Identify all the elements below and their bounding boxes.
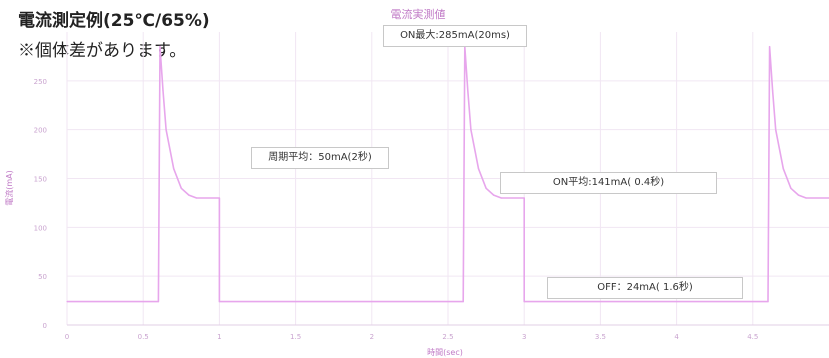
data-point <box>66 300 68 303</box>
x-tick-label: 3.5 <box>595 333 606 341</box>
data-point <box>772 90 774 92</box>
data-point <box>195 197 198 199</box>
x-tick-label: 2.5 <box>442 333 453 341</box>
x-tick-label: 1.5 <box>290 333 301 341</box>
annotation-off: OFF：24mA( 1.6秒) <box>547 277 743 299</box>
data-point <box>493 194 495 196</box>
chart-title: 電流実測値 <box>391 7 446 21</box>
data-point <box>523 197 525 199</box>
data-point <box>477 168 480 170</box>
x-tick-label: 0 <box>65 333 69 341</box>
data-point <box>805 197 807 199</box>
data-point <box>218 300 220 303</box>
y-tick-label: 250 <box>34 78 47 86</box>
data-point <box>188 194 190 196</box>
caption-note: ※個体差があります。 <box>18 41 187 61</box>
data-point <box>467 90 469 92</box>
data-point <box>523 300 525 303</box>
chart-axes: 0 50 100 150 200 250 0 0.5 1 1.5 2 2.5 3 3.5 4 4.5 <box>34 78 829 341</box>
data-point <box>180 187 182 189</box>
chart-grid <box>66 32 829 326</box>
data-point <box>767 300 769 303</box>
x-tick-label: 4.5 <box>747 333 758 341</box>
data-point <box>165 129 167 131</box>
y-tick-label: 50 <box>38 273 47 281</box>
caption-conditions: 電流測定例(25℃/65%) <box>18 11 210 31</box>
x-tick-label: 3 <box>522 333 526 341</box>
x-tick-label: 0.5 <box>138 333 149 341</box>
data-point <box>462 300 464 303</box>
y-tick-label: 0 <box>43 322 47 330</box>
data-point <box>797 194 800 196</box>
data-point <box>162 90 164 92</box>
x-axis-label: 時間(sec) <box>427 348 463 357</box>
data-point <box>768 46 771 48</box>
x-tick-label: 4 <box>674 333 679 341</box>
x-tick-label: 1 <box>217 333 221 341</box>
data-point <box>173 168 175 170</box>
data-point <box>470 129 472 131</box>
data-point <box>500 197 502 199</box>
y-axis-label: 電流(mA) <box>4 170 14 206</box>
y-tick-label: 150 <box>34 176 47 184</box>
annotation-on-average: ON平均:141mA( 0.4秒) <box>500 172 717 194</box>
x-tick-label: 2 <box>370 333 374 341</box>
data-point <box>790 187 792 189</box>
data-point <box>159 46 161 48</box>
data-point <box>218 197 220 199</box>
data-point <box>775 129 777 131</box>
data-point <box>157 300 160 303</box>
data-point <box>782 168 784 170</box>
series-line <box>67 45 829 303</box>
data-point <box>485 187 487 189</box>
annotation-on-max: ON最大:285mA(20ms) <box>383 25 527 47</box>
y-tick-label: 100 <box>34 224 47 232</box>
y-tick-label: 200 <box>34 127 47 135</box>
annotation-cycle-average: 周期平均：50mA(2秒) <box>251 147 389 169</box>
